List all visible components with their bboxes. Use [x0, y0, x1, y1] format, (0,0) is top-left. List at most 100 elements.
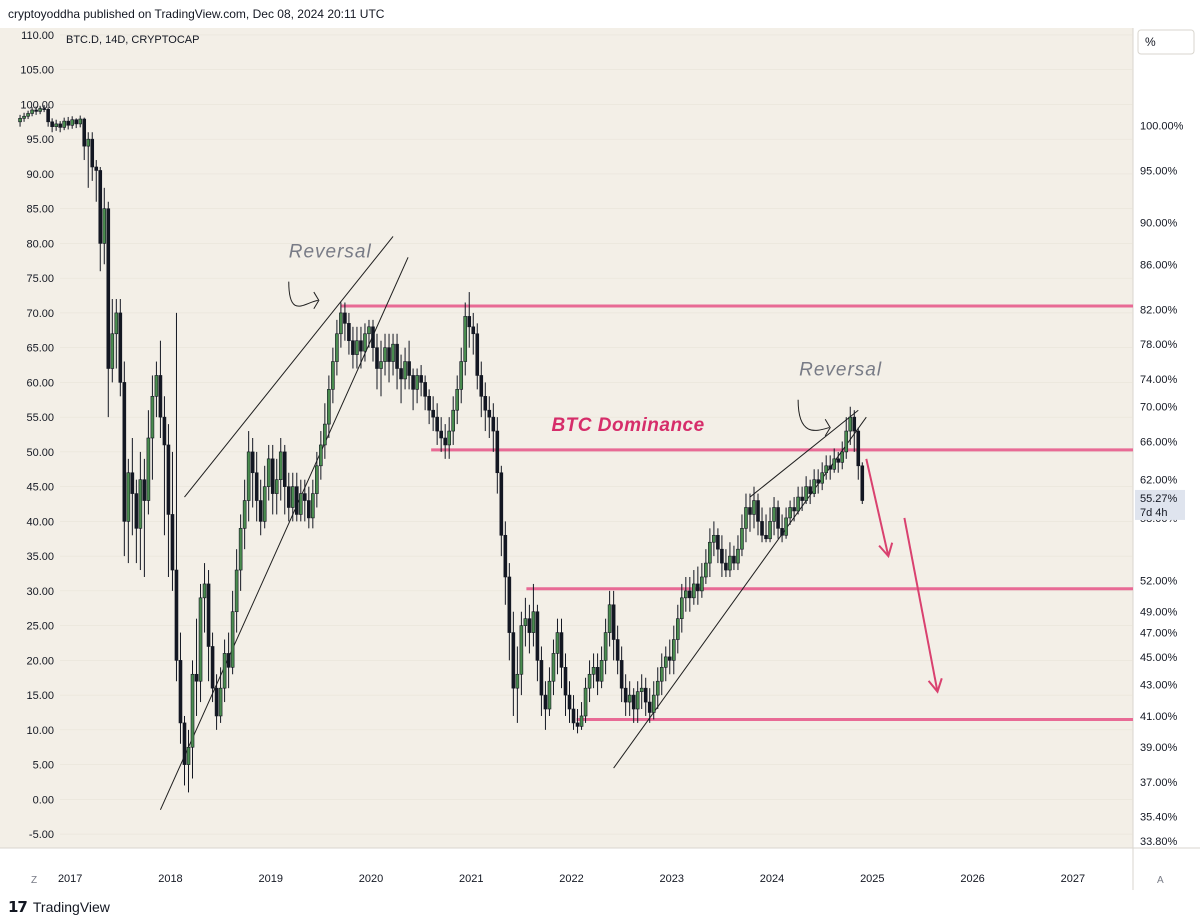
- candle: [503, 521, 508, 605]
- horizontal-levels[interactable]: [340, 304, 1133, 721]
- candle-body: [162, 416, 167, 446]
- candle-body: [282, 451, 287, 487]
- candle-body: [118, 312, 123, 383]
- left-tick-label: 65.00: [26, 343, 54, 355]
- candle: [395, 333, 399, 390]
- candle-body: [138, 479, 143, 529]
- candle-body: [780, 528, 784, 536]
- candle-body: [182, 722, 187, 765]
- right-tick-label: 95.00%: [1140, 165, 1178, 177]
- auto-scale-circle[interactable]: [1153, 871, 1169, 887]
- candle-body: [403, 361, 407, 380]
- candle-body: [647, 701, 652, 713]
- forecast-arrows[interactable]: [865, 458, 943, 694]
- candle: [18, 114, 22, 127]
- candle: [824, 455, 828, 480]
- last-price-label: 55.27%: [1140, 493, 1178, 505]
- candle: [162, 396, 167, 536]
- candle: [507, 563, 512, 661]
- candle-body: [214, 687, 219, 717]
- candle-body: [852, 416, 857, 432]
- candle-body: [491, 416, 496, 432]
- candle: [26, 110, 30, 120]
- candle: [756, 493, 760, 536]
- x-tick-label: 2023: [660, 873, 684, 885]
- chart-canvas[interactable]: 110.00105.00100.0095.0090.0085.0080.0075…: [0, 28, 1200, 890]
- left-tick-label: 40.00: [26, 516, 54, 528]
- candle-body: [30, 109, 34, 114]
- right-tick-label: 74.00%: [1140, 374, 1178, 386]
- left-tick-label: 20.00: [26, 655, 54, 667]
- candle: [547, 667, 552, 716]
- candle: [391, 333, 395, 376]
- unit-button-label: %: [1145, 35, 1156, 49]
- candle: [42, 105, 46, 113]
- arrow-head: [927, 678, 943, 694]
- candle-body: [150, 396, 155, 439]
- candle: [487, 396, 492, 438]
- candle: [58, 121, 62, 133]
- candle-body: [463, 316, 468, 362]
- unit-button-box[interactable]: [1137, 29, 1195, 55]
- candle-body: [535, 611, 540, 661]
- countdown-label: 7d 4h: [1140, 507, 1168, 519]
- candle: [720, 535, 724, 577]
- candle: [371, 319, 375, 362]
- candle: [94, 160, 99, 202]
- candle-body: [844, 430, 849, 453]
- tradingview-logo-icon: 17: [8, 898, 28, 916]
- zoom-circle[interactable]: [27, 871, 43, 887]
- candle-body: [250, 451, 255, 474]
- candle-body: [234, 569, 239, 613]
- candle-body: [122, 382, 127, 522]
- trendline-2019-lower[interactable]: [159, 257, 409, 810]
- tradingview-logo[interactable]: 17 TradingView: [8, 898, 110, 916]
- candle-body: [471, 326, 476, 335]
- left-tick-label: 5.00: [33, 760, 54, 772]
- candle: [860, 462, 865, 505]
- candle-body: [816, 479, 820, 484]
- candle-body: [515, 673, 520, 689]
- forecast-arrow-short[interactable]: [865, 458, 894, 559]
- unit-button[interactable]: %: [1137, 29, 1195, 55]
- candle: [579, 702, 584, 730]
- candle-body: [615, 639, 620, 661]
- x-tick-label: 2021: [459, 873, 483, 885]
- candle: [178, 632, 183, 744]
- candle: [298, 479, 303, 522]
- candle: [499, 465, 504, 557]
- candle: [303, 479, 307, 522]
- candle-body: [680, 597, 684, 619]
- candle: [527, 604, 532, 654]
- candle-body: [399, 368, 403, 380]
- zoom-toggle[interactable]: Z: [27, 871, 43, 887]
- candle-body: [383, 347, 387, 362]
- candle: [776, 500, 780, 539]
- candle-body: [631, 694, 636, 710]
- candle-body: [54, 123, 58, 127]
- candle-body: [102, 208, 107, 244]
- left-tick-label: 90.00: [26, 169, 54, 181]
- candle: [675, 604, 680, 654]
- trendlines[interactable]: [159, 236, 867, 810]
- trendline-2024-upper[interactable]: [749, 409, 859, 498]
- candle: [732, 545, 736, 571]
- candle-body: [595, 667, 600, 682]
- candle-body: [784, 517, 788, 536]
- candle-body: [479, 375, 484, 397]
- candle: [443, 424, 447, 459]
- candle-body: [651, 694, 656, 713]
- trendline-2024-lower[interactable]: [613, 416, 867, 769]
- left-tick-label: -5.00: [29, 829, 54, 841]
- trendline-2019-upper[interactable]: [184, 236, 394, 498]
- auto-scale-toggle[interactable]: A: [1153, 871, 1169, 887]
- forecast-arrow-long[interactable]: [903, 517, 943, 694]
- candle-body: [756, 500, 760, 522]
- candle: [752, 486, 756, 529]
- candle: [38, 105, 42, 115]
- candle: [118, 299, 123, 397]
- x-axis-ticks: 2017 2018 2019 2020 2021 2022 2023 2024 2025 2026…: [58, 873, 1085, 885]
- candle-body: [66, 120, 70, 126]
- chart-area[interactable]: 110.00 105.00 100.00 95.00 90.00 85.00 80.00 75…: [0, 28, 1200, 890]
- left-tick-label: 15.00: [26, 690, 54, 702]
